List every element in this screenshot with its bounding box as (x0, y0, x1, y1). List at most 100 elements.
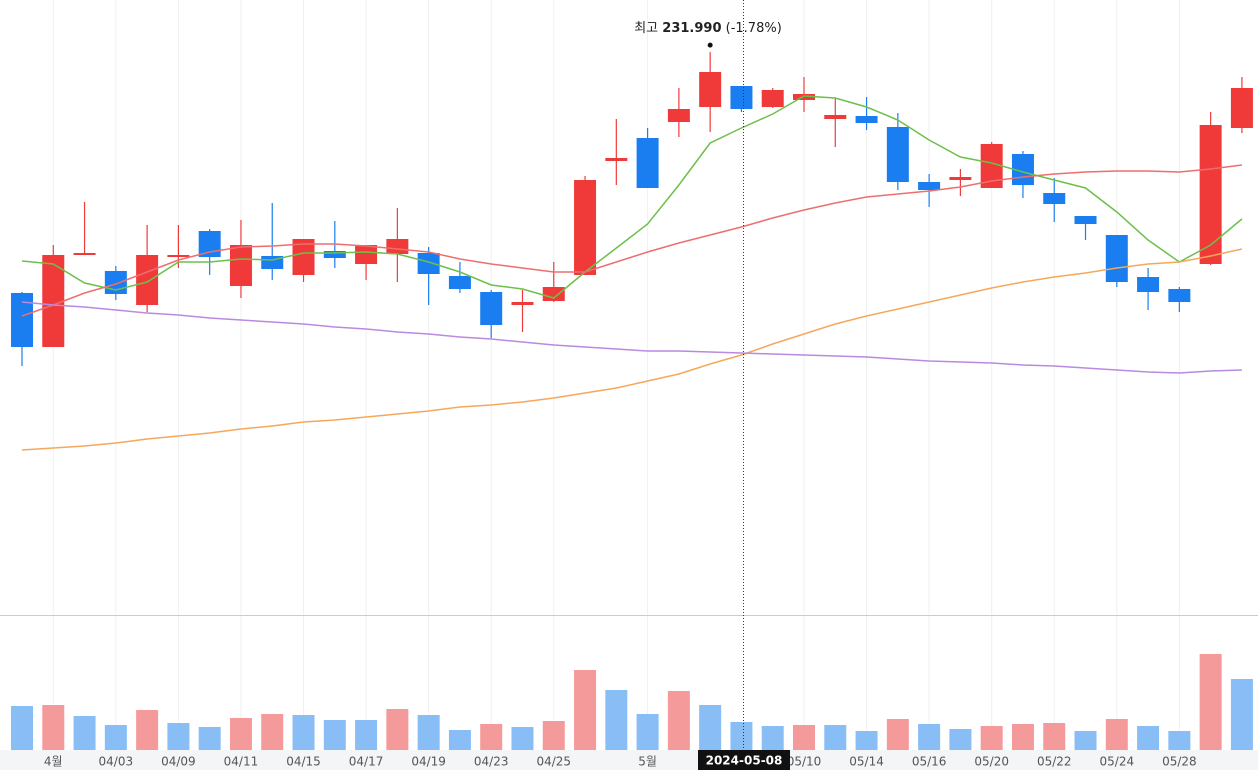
x-tick-label: 05/16 (912, 755, 947, 769)
volume-bar (1168, 731, 1191, 750)
volume-bar (1043, 723, 1066, 750)
volume-bar (136, 710, 159, 750)
volume-bar (261, 714, 284, 750)
candle-body (1230, 88, 1253, 128)
plot: 4월 04/03 04/09 04/11 04/15 04/17 04/19 04/23 04/… (11, 42, 1253, 769)
volume-bar (636, 714, 659, 750)
volume-bar (323, 720, 346, 750)
volume-bar (511, 727, 534, 750)
x-axis-band (0, 750, 1258, 770)
volume-bar (918, 724, 941, 750)
volume-bar (42, 705, 65, 750)
x-tick-label: 05/28 (1162, 755, 1197, 769)
volume-bar (198, 727, 221, 750)
candle-body (636, 138, 659, 188)
candle-body (1043, 193, 1066, 204)
x-tick-label: 05/14 (849, 755, 884, 769)
volume-bar (386, 709, 409, 750)
candle-body (574, 180, 597, 275)
volume-bar (980, 726, 1003, 750)
volume-bar (886, 719, 909, 750)
x-tick-label: 04/11 (224, 755, 259, 769)
volume-bar (1074, 731, 1097, 750)
x-tick-label: 5월 (638, 755, 657, 769)
candle-body (511, 302, 534, 305)
x-tick-label: 04/15 (286, 755, 321, 769)
volume-bar (1137, 726, 1160, 750)
volume-bar (229, 718, 252, 750)
volume-bar (949, 729, 972, 750)
x-tick-label: 04/09 (161, 755, 196, 769)
x-tick-label: 05/22 (1037, 755, 1072, 769)
candle-body (11, 293, 33, 347)
volume-bar (292, 715, 315, 750)
candle-body (730, 86, 753, 109)
candle-body (1105, 235, 1128, 282)
annotation-prefix: 최고 (634, 21, 658, 36)
moving-average (21, 248, 1243, 451)
volume-bar (793, 725, 815, 750)
candle-body (699, 72, 722, 107)
candle-body (1168, 289, 1191, 302)
x-tick-label: 04/17 (349, 755, 384, 769)
x-tick-label: 04/03 (99, 755, 134, 769)
volume-bar (605, 690, 628, 750)
candle-body (386, 239, 409, 254)
volume-bar (1011, 724, 1034, 750)
candle-body (667, 109, 690, 122)
volume-bar (104, 725, 127, 750)
moving-average (21, 301, 1242, 374)
volume-bar (1105, 719, 1128, 750)
candle-body (949, 177, 972, 180)
volume-bar (761, 726, 784, 750)
grid (52, 0, 1180, 750)
candle-body (73, 253, 96, 255)
volume-bar (699, 705, 722, 750)
candle-body (605, 158, 628, 161)
x-tick-label: 04/19 (411, 755, 446, 769)
candle-body (918, 182, 941, 190)
candle-body (542, 287, 565, 301)
volume-bar (1230, 679, 1253, 750)
volume-bar (167, 723, 190, 750)
volume-bar (574, 670, 597, 750)
volume-bar (855, 731, 878, 750)
x-tick-label: 4월 (44, 755, 63, 769)
candle-body (42, 255, 65, 347)
candle-body (886, 127, 909, 182)
candle-body (323, 251, 346, 258)
candle-body (292, 239, 315, 275)
annotation-change: (-1.78%) (726, 21, 782, 36)
candle-body (793, 94, 815, 100)
candle-body (167, 255, 190, 257)
x-tick-label: 05/24 (1100, 755, 1135, 769)
annotation-dot (707, 42, 713, 48)
volume-bar (355, 720, 378, 750)
x-tick-label: 05/20 (974, 755, 1009, 769)
candle-body (355, 245, 378, 264)
x-tick-label: 05/10 (787, 755, 822, 769)
candle-body (1137, 277, 1160, 292)
candle-body (417, 253, 440, 274)
candle-body (198, 231, 221, 257)
volume-bar (1199, 654, 1222, 750)
annotation: 최고 231.990 (-1.78%) (634, 21, 782, 36)
moving-average (21, 164, 1243, 317)
volume-bar (480, 724, 503, 750)
volume-bar (667, 691, 690, 750)
candle-body (855, 116, 878, 123)
candle-body (448, 276, 471, 289)
candle-body (824, 115, 847, 119)
crosshair-label: 2024-05-08 (706, 754, 783, 768)
annotation-value: 231.990 (662, 21, 721, 36)
volume-bar (824, 725, 847, 750)
volume-bar (730, 722, 753, 750)
x-tick-label: 04/25 (536, 755, 571, 769)
volume-bar (417, 715, 440, 750)
candle-body (480, 292, 503, 325)
candle-body (136, 255, 159, 305)
candle-body (1074, 216, 1097, 224)
crosshair-label-box (698, 750, 790, 770)
x-tick-label: 04/23 (474, 755, 509, 769)
